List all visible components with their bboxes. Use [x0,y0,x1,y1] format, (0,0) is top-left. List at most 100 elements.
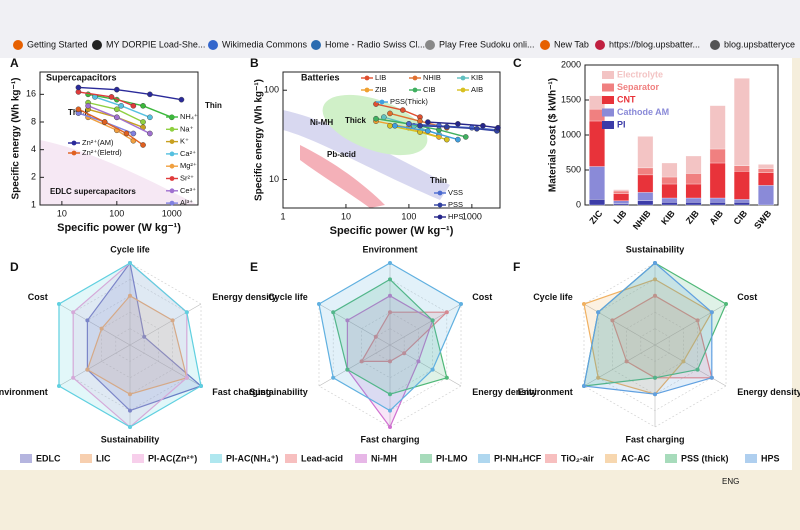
y-tick-label: 10 [269,174,279,184]
radar-axis-label: Cycle life [533,292,573,302]
point [474,125,480,132]
legend-label: K⁺ [180,137,189,146]
point [130,130,137,137]
radar-spoke [389,303,462,346]
legend-marker [437,202,443,208]
bookmark-icon [311,40,321,50]
bar-segment [661,176,678,185]
radar-axis-label: Fast charging [212,387,271,397]
legend-swatch [605,454,617,463]
y-tick-label: 500 [566,164,581,174]
panel-title: Batteries [301,72,340,82]
point [147,91,153,98]
bar-segment [709,148,726,164]
bar-segment [709,162,726,199]
point [118,103,124,109]
radar-point [581,302,586,306]
radar-point [345,318,350,323]
point [425,119,431,125]
radar-axis-label: Fast charging [360,434,419,444]
bookmark[interactable]: Wikimedia Commons [222,39,308,49]
bookmark[interactable]: https://blog.upsbatter... [609,39,700,49]
legend-label: CIB [423,85,436,94]
radar-point [373,334,378,339]
radar-point [416,359,421,364]
bookmark[interactable]: Play Free Sudoku onli... [439,39,535,49]
radar-point [653,392,657,397]
legend-marker [437,214,443,220]
bar-segment [685,202,702,206]
annotation: Thin [205,101,222,110]
bar-segment [637,167,654,176]
annotation: Thick [345,116,366,125]
x-tick-label: 100 [401,211,416,221]
bar-segment [758,164,774,169]
point [140,103,146,109]
legend-marker [169,176,175,181]
radar-point [596,310,601,315]
bar-segment [613,189,630,192]
series-line [78,86,182,101]
legend-label: Electrolyte [617,69,663,79]
y-axis-label: Specific energy (Wh kg⁻¹) [11,78,22,200]
radar-point [444,375,449,380]
legend-label: Lead-acid [301,453,343,463]
legend-label: KIB [471,73,483,82]
legend-label: VSS [448,188,463,197]
bar-segment [613,190,630,194]
bar-segment [637,174,654,193]
legend-label: LIB [375,73,386,82]
radar-spoke [58,303,131,346]
radar-point [388,359,392,364]
legend-marker [412,75,418,81]
legend-label: PSS (thick) [681,453,729,463]
radar-point [695,318,700,323]
bookmark-icon [208,40,218,50]
radar-axis-label: Environment [362,244,417,254]
bookmarks-bar [0,0,800,58]
legend-marker [460,87,466,93]
point [387,122,393,129]
bar-segment [589,166,605,200]
x-tick-label: 100 [109,208,124,218]
point [130,103,137,109]
point [140,142,146,148]
x-axis-label: Specific power (W kg⁻¹) [57,222,181,234]
radar-point [430,318,435,323]
radar-axis-label: Cycle life [110,244,150,254]
legend-swatch [602,83,614,92]
legend-marker [71,150,77,156]
bookmark[interactable]: Home - Radio Swiss Cl... [325,39,425,49]
radar-axis-label: Environment [0,387,48,397]
point [495,124,501,131]
taskbar [0,470,800,525]
radar-spoke [318,303,391,346]
radar-spoke [318,344,391,387]
bookmark[interactable]: blog.upsbatteryce [724,39,795,49]
point [178,96,185,103]
bookmark[interactable]: New Tab [554,39,589,49]
series-line [78,108,144,146]
plot-frame [282,71,501,209]
legend-label: AIB [471,85,483,94]
series-line [375,118,466,138]
radar-point [610,318,615,323]
panel-letter: C [513,56,522,70]
bar-segment [613,200,630,204]
legend-label: EDLC [36,453,61,463]
bookmark[interactable]: MY DORPIE Load-She... [106,39,205,49]
bar-segment [733,199,750,203]
bookmark-icon [595,40,605,50]
panel-letter: D [10,260,19,274]
point [373,101,379,107]
y-axis-label: Specific energy (Wh kg⁻¹) [254,79,265,201]
bar-segment [733,202,750,206]
x-tick-label: 1000 [162,208,182,218]
legend-label: Na⁺ [180,124,194,133]
bookmark[interactable]: Getting Started [27,39,88,49]
radar-point [184,310,189,315]
legend-label: PI-LMO [436,453,468,463]
plot-frame [39,71,199,206]
legend-label: HPS [761,453,780,463]
point [114,106,120,113]
